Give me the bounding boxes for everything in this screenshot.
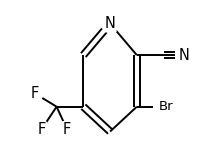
- Text: N: N: [178, 48, 189, 63]
- Text: F: F: [63, 122, 71, 137]
- Text: F: F: [37, 122, 45, 137]
- Text: N: N: [105, 16, 116, 31]
- Text: Br: Br: [159, 100, 174, 113]
- Text: F: F: [30, 86, 39, 101]
